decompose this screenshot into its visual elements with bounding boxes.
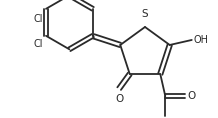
Text: Cl: Cl xyxy=(34,39,43,49)
Text: O: O xyxy=(115,94,123,104)
Text: S: S xyxy=(142,9,148,19)
Text: O: O xyxy=(187,91,196,101)
Text: Cl: Cl xyxy=(34,14,43,24)
Text: OH: OH xyxy=(194,35,209,45)
